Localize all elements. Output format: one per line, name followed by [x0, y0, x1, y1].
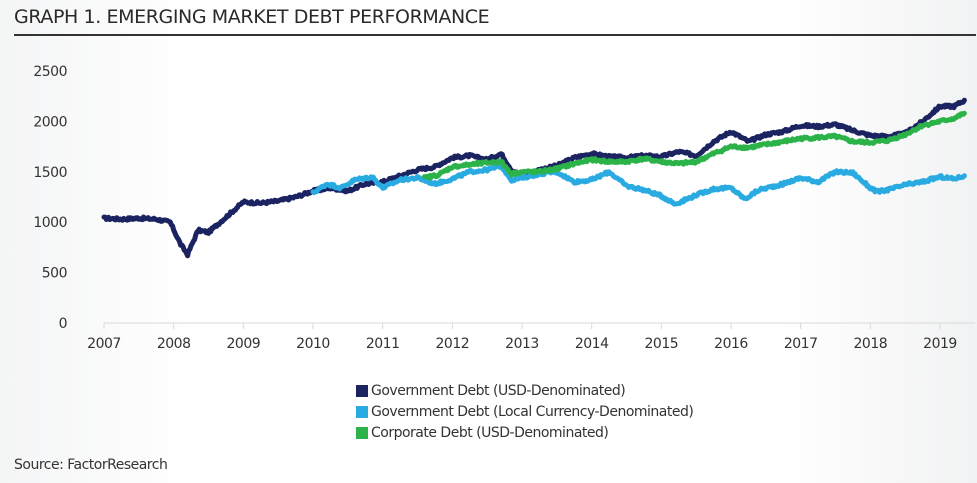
x-tick-label: 2008: [157, 336, 191, 352]
legend-swatch-gov-local: [356, 405, 368, 418]
series-gov-local: [310, 162, 967, 207]
series-layer: [101, 97, 967, 259]
x-tick-label: 2009: [227, 336, 261, 352]
chart-title: GRAPH 1. EMERGING MARKET DEBT PERFORMANC…: [14, 6, 490, 28]
y-tick-label: 2000: [33, 114, 67, 130]
legend-label-gov-usd: Government Debt (USD-Denominated): [371, 382, 626, 399]
x-tick-label: 2018: [854, 336, 888, 352]
x-tick-label: 2007: [87, 336, 121, 352]
legend-item-gov-local: Government Debt (Local Currency-Denomina…: [356, 401, 694, 422]
y-tick-label: 2500: [33, 64, 67, 80]
source-note: Source: FactorResearch: [14, 457, 168, 473]
legend-label-corp-usd: Corporate Debt (USD-Denominated): [371, 424, 609, 441]
series-corp-usd: [422, 110, 967, 181]
y-tick-label: 1000: [33, 215, 67, 231]
x-tick-label: 2017: [784, 336, 818, 352]
x-tick-label: 2015: [645, 336, 679, 352]
legend-label-gov-local: Government Debt (Local Currency-Denomina…: [371, 403, 694, 420]
x-tick-label: 2012: [436, 336, 470, 352]
legend-swatch-gov-usd: [356, 384, 368, 397]
y-tick-label: 1500: [33, 165, 67, 181]
y-tick-label: 0: [59, 316, 67, 332]
x-tick-label: 2013: [505, 336, 539, 352]
legend: Government Debt (USD-Denominated) Govern…: [356, 380, 694, 443]
x-axis: 2007 2008 2009 2010 2011 2012 2013 2014 2015 2016…: [87, 322, 975, 352]
y-axis: 0 500 1000 1500 2000 2500: [33, 64, 67, 332]
title-divider: [14, 34, 976, 36]
x-tick-label: 2011: [366, 336, 400, 352]
x-tick-label: 2014: [575, 336, 609, 352]
x-tick-label: 2016: [714, 336, 748, 352]
x-tick-label: 2010: [296, 336, 330, 352]
y-tick-label: 500: [42, 266, 67, 282]
legend-item-gov-usd: Government Debt (USD-Denominated): [356, 380, 693, 401]
x-tick-label: 2019: [923, 336, 957, 352]
legend-swatch-corp-usd: [356, 426, 368, 439]
legend-item-corp-usd: Corporate Debt (USD-Denominated): [356, 422, 693, 443]
